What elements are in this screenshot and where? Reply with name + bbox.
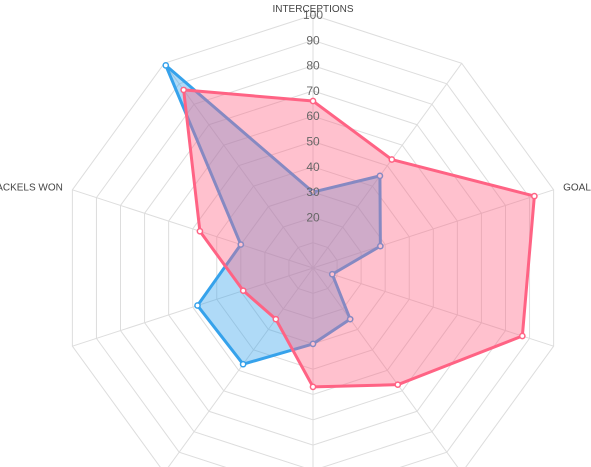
tick-label: 100 [303, 8, 323, 22]
data-point[interactable] [309, 340, 317, 348]
axis-spoke [72, 189, 314, 269]
data-point[interactable] [328, 270, 336, 278]
data-point[interactable] [194, 302, 201, 309]
data-point[interactable] [376, 172, 384, 180]
data-point[interactable] [180, 86, 187, 94]
data-point[interactable] [377, 242, 384, 250]
data-point[interactable] [237, 241, 245, 248]
radar-grid [71, 14, 555, 467]
radar-series [162, 62, 538, 391]
data-point[interactable] [531, 192, 538, 200]
data-point[interactable] [239, 287, 247, 295]
data-point[interactable] [309, 383, 317, 391]
data-point[interactable] [394, 381, 402, 389]
axis-labels: INTERCEPTIONS GOALS TACKELS WON [0, 4, 591, 194]
tick-label: 30 [306, 185, 320, 199]
axis-label: GOALS [563, 183, 591, 194]
radial-ticks: 20 30 40 50 60 70 80 90 100 [303, 8, 323, 224]
axis-spoke [312, 189, 554, 269]
tick-label: 70 [306, 84, 320, 98]
series-1 [162, 62, 384, 368]
data-point[interactable] [388, 156, 396, 163]
tick-label: 50 [306, 135, 320, 149]
axis-spoke [167, 267, 314, 467]
data-point[interactable] [309, 188, 317, 196]
data-point[interactable] [196, 227, 204, 235]
grid-ring [95, 39, 531, 467]
axis-spoke [312, 267, 459, 467]
grid-ring [120, 65, 506, 467]
data-point[interactable] [346, 315, 354, 323]
data-point[interactable] [309, 97, 317, 105]
axis-label: INTERCEPTIONS [272, 4, 353, 15]
tick-label: 40 [306, 160, 320, 174]
data-point[interactable] [518, 332, 526, 340]
tick-label: 60 [306, 109, 320, 123]
data-point[interactable] [272, 315, 280, 323]
tick-label: 90 [306, 33, 320, 47]
grid-ring [71, 14, 555, 467]
axis-spoke [312, 63, 463, 269]
axis-spoke [72, 267, 314, 347]
data-point[interactable] [239, 360, 247, 368]
data-point[interactable] [162, 62, 170, 69]
axis-spoke [163, 63, 314, 269]
tick-label: 80 [306, 59, 320, 73]
tick-label: 20 [306, 210, 320, 224]
series-2 [180, 86, 538, 391]
axis-label: TACKELS WON [0, 183, 63, 194]
axis-spoke [312, 267, 554, 347]
